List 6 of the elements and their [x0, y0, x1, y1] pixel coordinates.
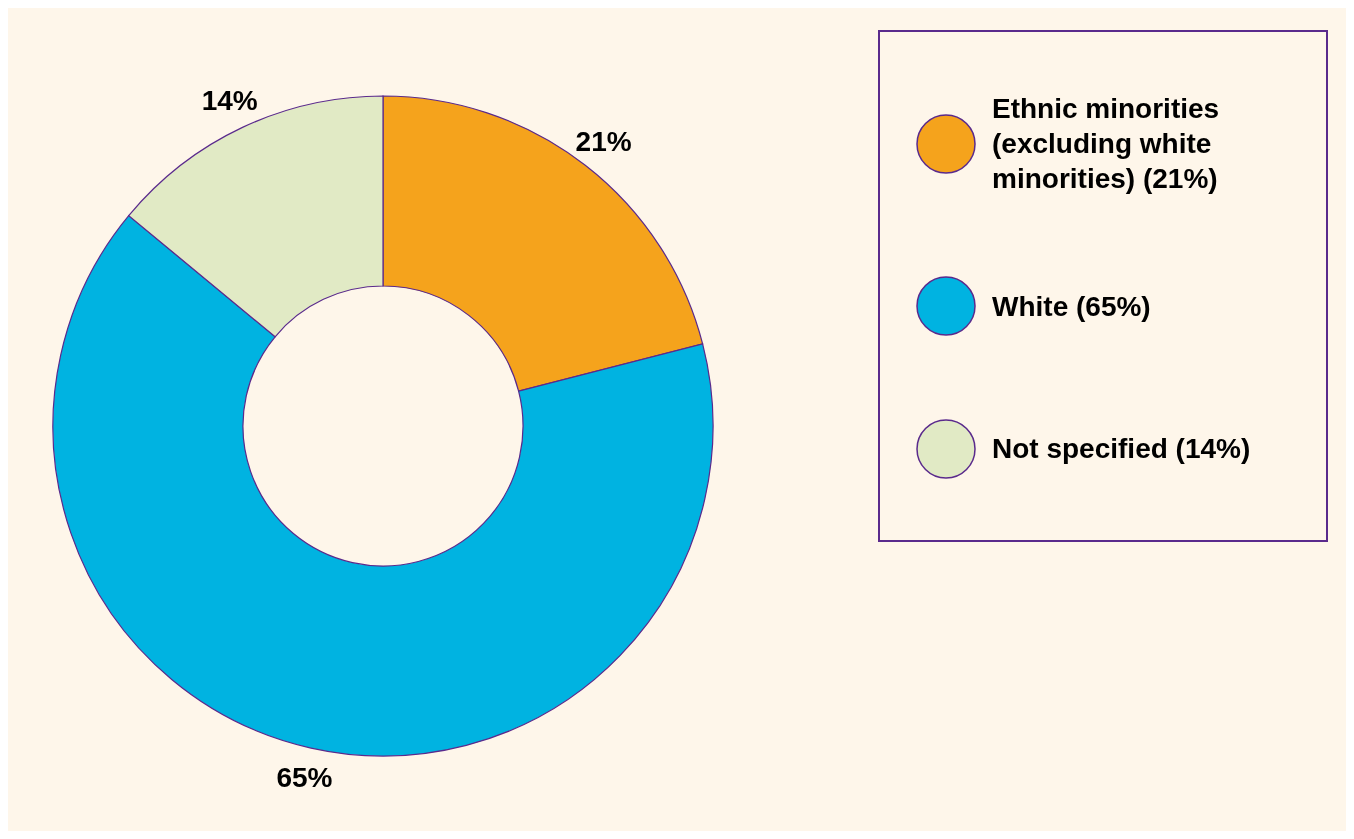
legend-label: Not specified (14%) [992, 432, 1252, 467]
legend-label: White (65%) [992, 290, 1152, 324]
legend-label: Ethnic minorities (excluding white minorities) (21%) [992, 92, 1221, 197]
data-label: 65% [276, 761, 333, 793]
data-label: 14% [201, 84, 258, 116]
data-label: 21% [575, 126, 632, 158]
